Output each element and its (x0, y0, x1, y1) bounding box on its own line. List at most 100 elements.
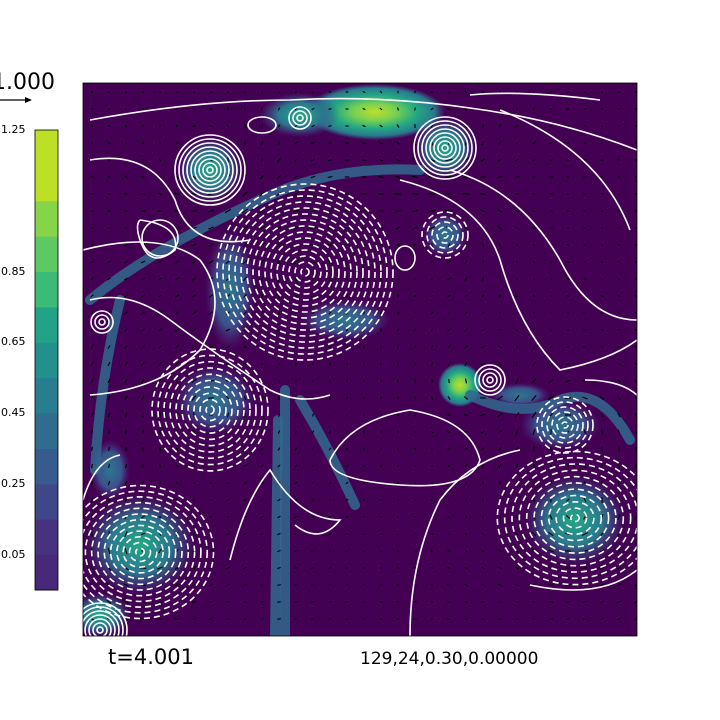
quiver-arrow (599, 600, 605, 604)
quiver-arrow (174, 192, 180, 196)
quiver-arrow (208, 583, 214, 587)
quiver-arrow (498, 345, 502, 349)
quiver-arrow (549, 294, 553, 298)
quiver-arrow (124, 412, 128, 418)
quiver-arrow (600, 311, 604, 315)
quiver-arrow (124, 497, 128, 503)
quiver-arrow (464, 294, 468, 298)
quiver-arrow (125, 463, 127, 469)
quiver-arrow (294, 294, 298, 298)
quiver-arrow (345, 328, 349, 332)
quiver-arrow (124, 141, 128, 145)
quiver-arrow (515, 260, 519, 264)
quiver-arrow (464, 277, 468, 281)
quiver-arrow (259, 225, 265, 231)
quiver-arrow (464, 583, 468, 587)
positive-contour (83, 602, 128, 636)
quiver-arrow (617, 260, 621, 264)
field-blob (423, 213, 467, 257)
quiver-arrow (532, 260, 536, 264)
quiver-arrow (548, 378, 554, 384)
quiver-arrow (363, 413, 365, 417)
quiver-arrow (635, 446, 637, 452)
colorbar-band (35, 448, 58, 485)
quiver-arrow (209, 90, 213, 94)
quiver-arrow (90, 412, 94, 418)
parameters-label: 129,24,0.30,0.00000 (360, 649, 539, 669)
quiver-arrow (633, 600, 637, 604)
quiver-arrow (531, 395, 537, 401)
quiver-arrow (312, 413, 314, 417)
quiver-arrow (464, 90, 468, 94)
quiver-arrow (447, 566, 451, 570)
quiver-arrow (260, 618, 264, 620)
field-blob (490, 383, 550, 407)
quiver-arrow (498, 549, 502, 553)
quiver-arrow (124, 193, 128, 195)
quiver-arrow (430, 584, 434, 586)
quiver-arrow (566, 243, 570, 247)
quiver-arrow (311, 549, 315, 553)
quiver-arrow (260, 549, 264, 553)
colorbar-tick-label: 0.25 (1, 476, 26, 490)
quiver-arrow (566, 142, 570, 144)
quiver-arrow (294, 584, 298, 586)
negative-contour (555, 500, 595, 535)
quiver-arrow (243, 481, 247, 485)
quiver-arrow (346, 294, 348, 298)
quiver-arrow (346, 379, 348, 383)
quiver-arrow (480, 345, 486, 349)
positive-contour (421, 124, 469, 172)
quiver-arrow (447, 328, 451, 332)
positive-contour (178, 138, 242, 202)
quiver-arrow (463, 396, 469, 400)
quiver-arrow (90, 565, 94, 571)
quiver-arrow (275, 225, 283, 231)
quiver-arrow (90, 125, 94, 127)
quiver-arrow (141, 175, 145, 179)
quiver-arrow (242, 225, 248, 231)
negative-contour (569, 513, 580, 523)
quiver-arrow (107, 429, 111, 435)
quiver-arrow (157, 277, 163, 281)
quiver-arrow (447, 431, 451, 433)
quiver-arrow (174, 345, 180, 349)
quiver-arrow (208, 243, 214, 247)
quiver-arrow (345, 567, 349, 569)
quiver-arrow (277, 566, 281, 570)
negative-contour (288, 255, 322, 289)
negative-contour (175, 373, 245, 447)
quiver-arrow (293, 175, 299, 179)
quiver-arrow (260, 293, 264, 299)
quiver-arrow (583, 226, 587, 230)
quiver-arrow (362, 107, 366, 111)
quiver-arrow (311, 107, 315, 111)
quiver-arrow (447, 498, 451, 502)
negative-contour (193, 392, 227, 428)
plot-frame (82, 82, 638, 637)
quiver-arrow (362, 141, 366, 145)
negative-contour (83, 484, 215, 620)
quiver-arrow (260, 328, 264, 332)
quiver-arrow (226, 515, 230, 519)
quiver-arrow (90, 226, 94, 230)
quiver-arrow (175, 481, 179, 485)
quiver-arrow (208, 362, 214, 366)
quiver-arrow (363, 430, 365, 434)
quiver-arrow (175, 124, 179, 128)
quiver-arrow (396, 328, 400, 332)
negative-contour (84, 501, 196, 603)
quiver-arrow (516, 294, 518, 298)
quiver-arrow (447, 345, 451, 349)
quiver-arrow (293, 158, 299, 162)
quiver-arrow (515, 226, 519, 230)
quiver-arrow (481, 618, 485, 620)
quiver-arrow (362, 481, 366, 485)
quiver-arrow (141, 90, 145, 94)
negative-contour (103, 518, 177, 586)
positive-contour (84, 614, 116, 636)
quiver-arrow (243, 379, 247, 383)
quiver-arrow (90, 277, 94, 281)
quiver-arrow (566, 90, 570, 94)
quiver-arrow (294, 549, 298, 553)
